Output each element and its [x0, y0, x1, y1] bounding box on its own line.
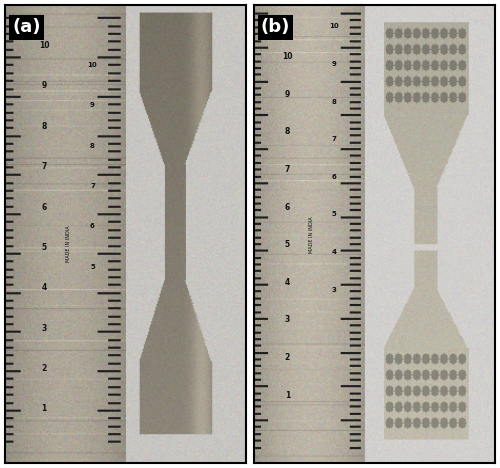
Text: 6: 6: [285, 203, 290, 212]
Text: 6: 6: [90, 223, 95, 229]
Text: 2: 2: [285, 353, 290, 362]
Text: 8: 8: [42, 122, 47, 131]
Text: 10: 10: [329, 23, 339, 29]
Text: 5: 5: [332, 212, 336, 217]
Text: 9: 9: [90, 102, 95, 108]
Text: MADE IN INDIA: MADE IN INDIA: [310, 216, 314, 253]
Text: 1: 1: [42, 404, 47, 413]
Text: 1: 1: [285, 391, 290, 400]
Text: 7: 7: [284, 165, 290, 174]
Text: 4: 4: [285, 278, 290, 287]
Text: 4: 4: [42, 283, 47, 292]
Text: 2: 2: [42, 364, 47, 373]
Text: 6: 6: [42, 203, 47, 212]
Text: 6: 6: [332, 174, 336, 180]
Text: 5: 5: [42, 243, 46, 252]
Text: 8: 8: [90, 143, 95, 148]
Text: 9: 9: [285, 90, 290, 99]
Text: MADE IN INDIA: MADE IN INDIA: [66, 226, 71, 262]
Text: 10: 10: [282, 52, 292, 61]
Text: 7: 7: [332, 136, 336, 142]
Text: 3: 3: [332, 286, 336, 292]
Text: 10: 10: [39, 41, 50, 50]
Text: 9: 9: [332, 61, 336, 67]
Text: 3: 3: [285, 315, 290, 324]
Text: 4: 4: [332, 249, 336, 255]
Text: 5: 5: [90, 263, 95, 270]
Text: (a): (a): [12, 18, 40, 37]
Text: 7: 7: [42, 162, 47, 171]
Text: 8: 8: [332, 99, 336, 104]
Text: 3: 3: [42, 323, 47, 333]
Text: 10: 10: [88, 62, 98, 68]
Text: 8: 8: [284, 127, 290, 136]
Text: (b): (b): [261, 18, 290, 37]
Text: 7: 7: [90, 183, 95, 189]
Text: 5: 5: [285, 240, 290, 249]
Text: 9: 9: [42, 81, 47, 90]
